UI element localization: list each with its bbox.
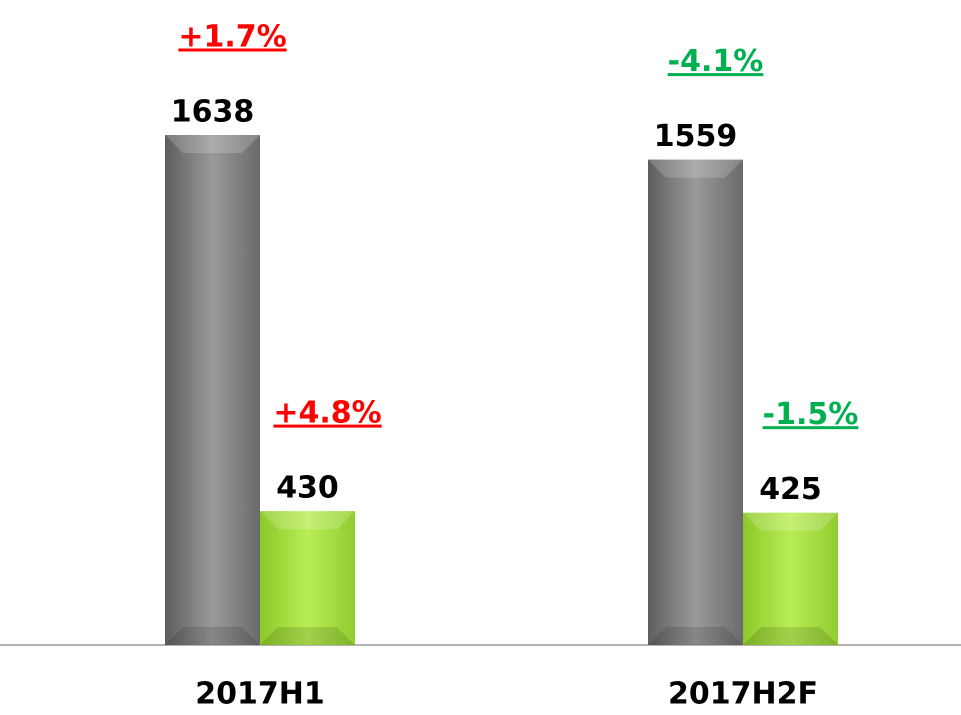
x-tick-label: 2017H1 — [195, 677, 324, 712]
bar-bevel — [648, 159, 743, 178]
annotation: -4.1% — [668, 44, 764, 79]
annotation: -1.5% — [763, 397, 859, 432]
bar-bevel — [648, 627, 743, 645]
value-label: 425 — [759, 472, 822, 507]
bar-bevel — [260, 627, 355, 645]
value-label: 1638 — [171, 95, 255, 130]
bar-bevel — [743, 627, 838, 645]
value-label: 1559 — [654, 119, 738, 154]
bar-bevel — [165, 135, 260, 154]
bar — [165, 135, 260, 646]
x-tick-label: 2017H2F — [668, 677, 818, 712]
bar — [260, 511, 355, 645]
bar — [648, 159, 743, 646]
bar-bevel — [743, 512, 838, 531]
value-label: 430 — [276, 471, 339, 506]
annotation: +4.8% — [273, 396, 381, 431]
bar — [743, 512, 838, 645]
bar-bevel — [260, 511, 355, 530]
bar-bevel — [165, 627, 260, 645]
annotation: +1.7% — [178, 20, 286, 55]
